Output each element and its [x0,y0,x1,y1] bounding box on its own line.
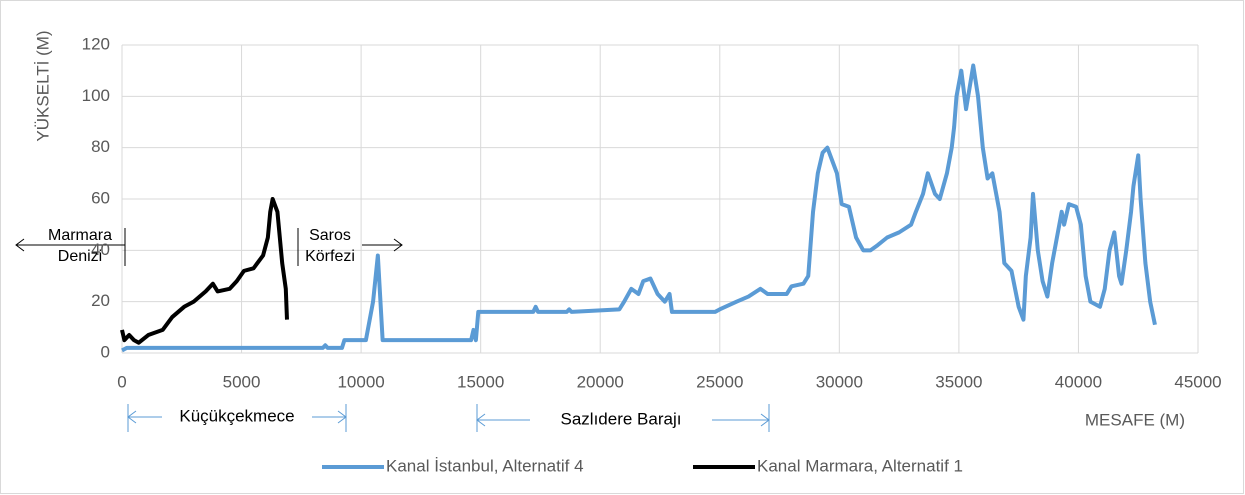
x-tick-label: 30000 [816,372,863,391]
x-tick-label: 0 [117,372,126,391]
x-tick-label: 25000 [696,372,743,391]
y-tick-label: 20 [91,291,110,310]
annotation: Denizi [58,248,102,265]
arrow-head [476,413,486,427]
arrow-head [15,238,25,252]
grid [121,44,1199,354]
annotation: Küçükçekmece [179,406,294,425]
x-axis-label: MESAFE (M) [1085,410,1185,429]
series-group [120,63,1157,353]
y-axis-label: YÜKSELTİ (M) [33,30,52,141]
line-series [121,63,1157,353]
x-tick-label: 15000 [457,372,504,391]
x-tick-label: 5000 [223,372,261,391]
legend-label: Kanal İstanbul, Alternatif 4 [386,456,584,475]
x-tick-label: 10000 [337,372,384,391]
arrow-head [760,413,770,427]
arrow-head [127,410,137,424]
arrow-head [393,238,403,252]
x-tick-label: 45000 [1174,372,1221,391]
arrow-head [337,410,347,424]
annotation: Körfezi [305,248,355,265]
annotation: Marmara [48,227,112,244]
legend-label: Kanal Marmara, Alternatif 1 [757,456,963,475]
annotation: Saros [309,227,351,244]
line-series [120,197,289,345]
x-tick-label: 40000 [1055,372,1102,391]
y-tick-label: 60 [91,188,110,207]
y-tick-label: 40 [91,240,110,259]
y-tick-label: 80 [91,137,110,156]
y-tick-label: 100 [82,86,110,105]
x-tick-label: 35000 [935,372,982,391]
annotation: Sazlıdere Barajı [561,409,682,428]
y-tick-label: 120 [82,34,110,53]
x-tick-label: 20000 [577,372,624,391]
y-tick-label: 0 [101,342,110,361]
annotations: Marmara Denizi Saros Körfezi Küçükçekmec… [15,224,770,432]
